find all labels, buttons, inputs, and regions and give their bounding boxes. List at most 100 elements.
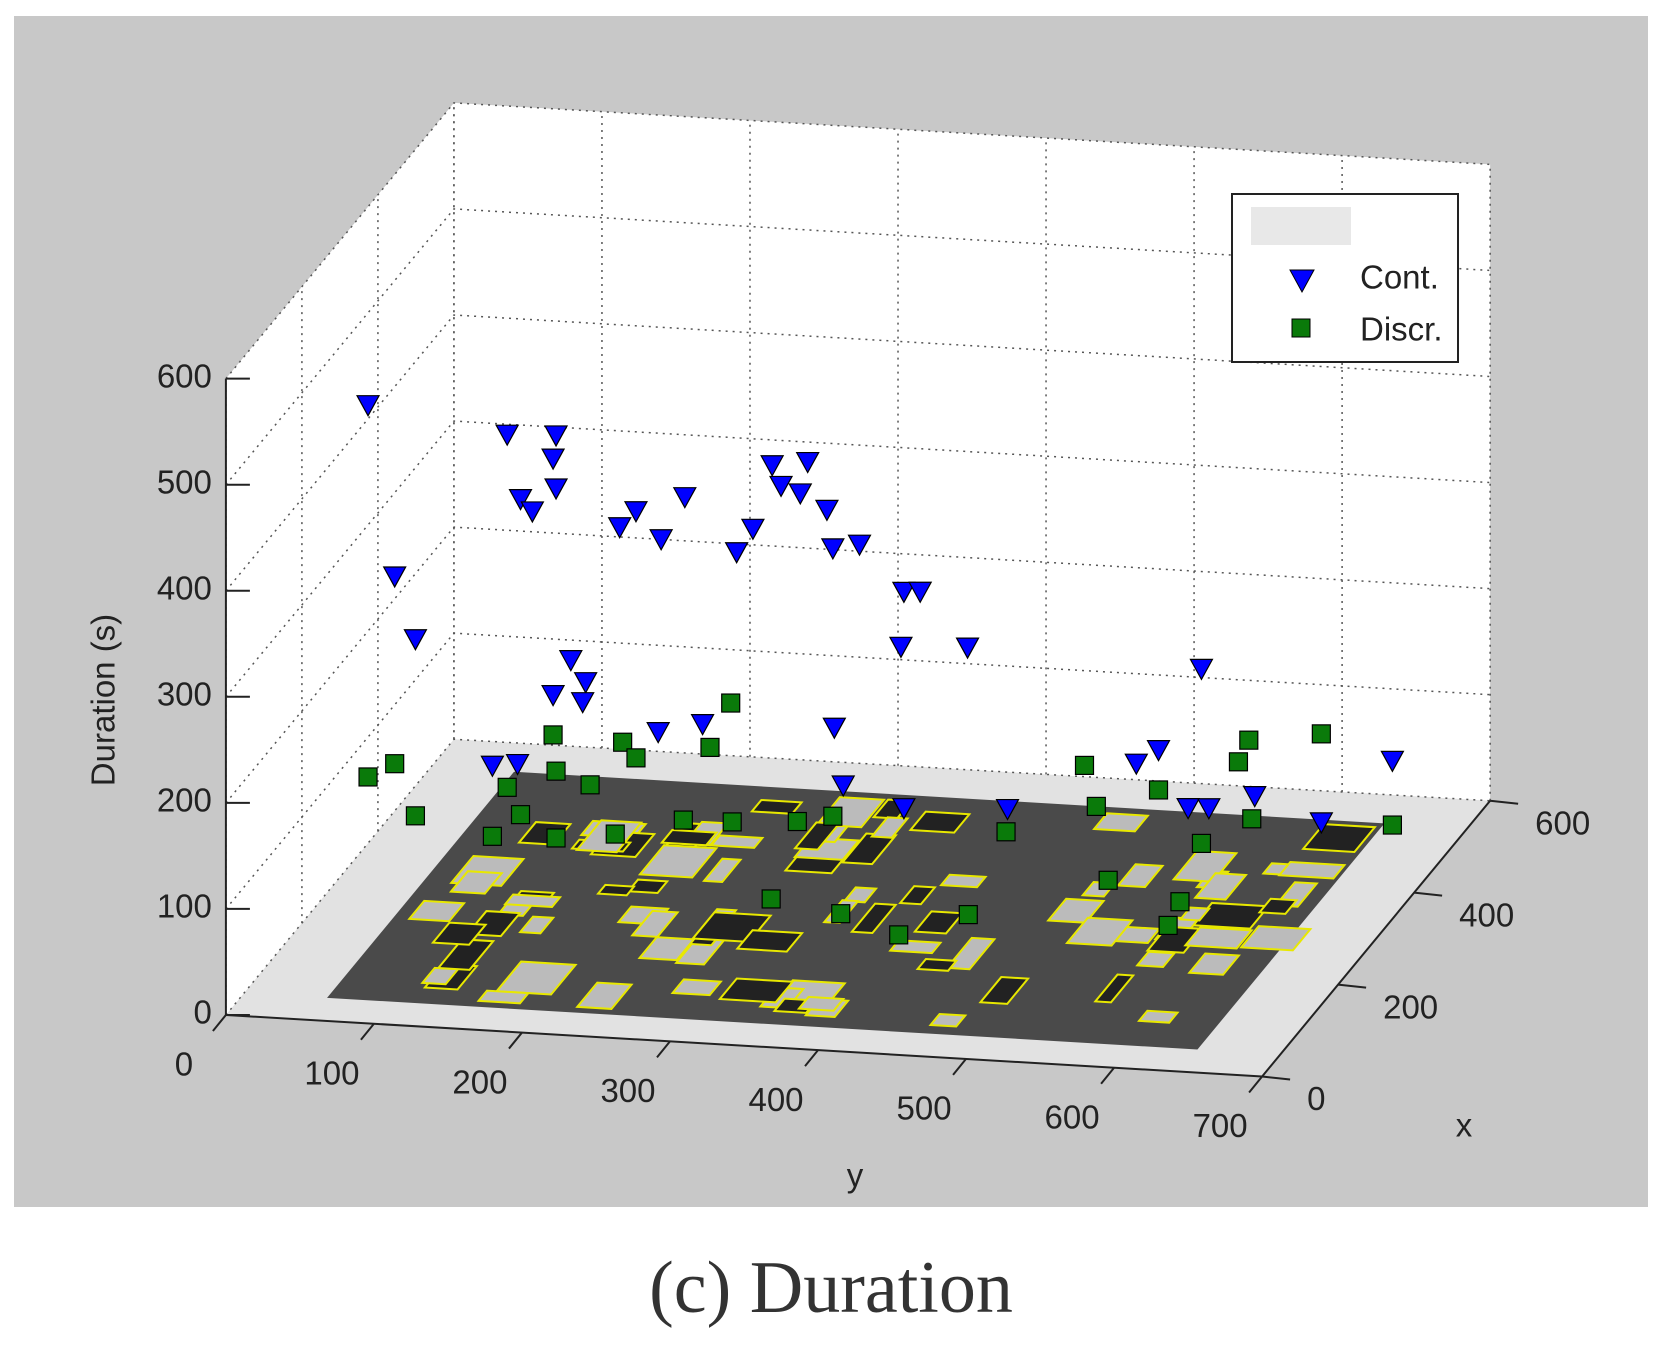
map-block [735,929,805,953]
marker [788,483,813,506]
marker [382,566,407,589]
map-block [448,870,504,895]
map-block [1171,849,1239,883]
marker [1170,892,1190,912]
z-tick-label: 0 [194,994,212,1031]
marker [700,737,720,758]
marker [358,767,378,787]
marker [1239,730,1259,750]
marker [546,761,566,781]
map-block [796,995,846,1012]
map-block [1064,916,1135,947]
y-tick-label: 500 [897,1090,952,1127]
tick-mark [212,1014,227,1032]
marker [908,581,933,604]
marker [558,650,583,672]
marker [403,629,428,651]
caption: (c) Duration [649,1247,1013,1329]
marker [888,636,913,659]
marker [889,925,909,945]
map-block [626,878,670,895]
x-axis-label: y [847,1157,864,1194]
map-block [1135,950,1177,968]
z-tick-label: 400 [157,569,212,606]
x-axis [1261,800,1491,1078]
map-block [978,976,1031,1005]
marker [649,529,674,552]
tick-mark [1490,799,1519,805]
marker [613,732,633,752]
x-tick-label: 0 [1307,1080,1325,1117]
marker [1148,780,1169,800]
tick-mark [1261,1075,1291,1081]
y-axis [225,1013,1263,1078]
marker [1380,750,1405,773]
marker [1158,915,1178,936]
map-block [702,857,743,883]
map-block [407,899,467,923]
tick-mark [952,1058,967,1076]
marker [510,805,531,825]
marker [573,672,598,694]
marker [646,722,671,744]
tick-mark [360,1023,375,1041]
markers [356,395,1405,945]
marker [1086,796,1106,817]
map-block [1093,973,1136,1004]
y-tick-label: 300 [600,1072,655,1109]
marker [623,501,648,523]
map-block [709,834,765,849]
marker [580,775,600,795]
legend-marker [1291,318,1311,338]
tick-mark [804,1049,819,1067]
map-block [637,936,696,962]
marker [1382,815,1402,835]
marker [626,748,646,768]
map-block [840,832,898,866]
tick-mark [508,1031,523,1050]
legend-label: Cont. [1360,259,1439,296]
legend-label: Discr. [1360,311,1443,348]
x-tick-label: 600 [1535,804,1590,841]
marker [1311,724,1331,744]
marker [795,451,820,474]
marker [1146,740,1171,762]
marker [482,826,502,846]
marker [546,828,566,848]
grid-line [225,102,1491,380]
z-tick-label: 300 [157,676,212,713]
marker [831,904,851,924]
marker [722,812,742,832]
map-block [596,883,636,897]
map-block [1257,897,1299,915]
z-tick-label: 100 [157,888,212,925]
marker [385,754,405,774]
marker [1242,809,1262,829]
map-block [1137,1009,1180,1024]
map-block [717,977,795,1004]
marker [690,714,715,736]
map-block [637,844,719,879]
map-block [670,978,723,997]
map-block [436,938,496,971]
map-block [898,885,937,906]
z-tick-label: 500 [157,463,212,500]
map-block [1046,897,1106,924]
marker [761,889,781,909]
marker [672,487,697,509]
z-tick-label: 200 [157,782,212,819]
marker [814,499,839,522]
tick-mark [1414,891,1443,897]
map-block [630,909,680,938]
map-block [928,1012,968,1028]
y-tick-label: 600 [1045,1098,1100,1135]
marker [541,685,566,707]
map-block [908,810,972,834]
marker [1176,798,1201,820]
marker [508,488,533,511]
marker [505,753,530,776]
marker [955,637,980,660]
map-block [915,957,959,972]
